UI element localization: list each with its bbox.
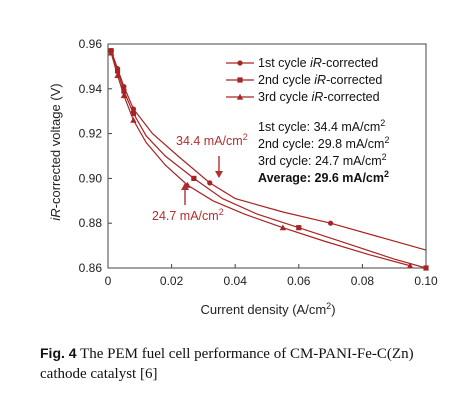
series-group (107, 48, 429, 271)
annotation-label: 24.7 mA/cm2 (152, 207, 224, 223)
series-3 (107, 49, 414, 269)
data-point (107, 49, 115, 56)
summary-note: 1st cycle: 34.4 mA/cm2 (258, 118, 385, 134)
y-tick-label: 0.90 (79, 171, 103, 185)
data-point (114, 72, 121, 78)
y-tick-label: 0.94 (79, 82, 103, 96)
summary-note: Average: 29.6 mA/cm2 (258, 169, 389, 185)
figure-label: Fig. 4 (40, 345, 77, 361)
data-point (191, 175, 197, 181)
legend: 1st cycle iR-corrected 2nd cycle iR-corre… (226, 56, 382, 104)
series-line (110, 50, 427, 251)
data-point (406, 262, 414, 269)
legend-item: 3rd cycle iR-corrected (226, 90, 380, 104)
legend-label: 2nd cycle iR-corrected (258, 73, 382, 87)
chart: 0 0.02 0.04 0.06 0.08 0.10 0.860.880.900.920.… (48, 37, 438, 317)
legend-swatch-marker (237, 60, 243, 66)
data-point (328, 220, 334, 226)
data-point (423, 265, 429, 271)
annotations: 34.4 mA/cm2 24.7 mA/cm2 (152, 132, 248, 223)
x-axis: 0 0.02 0.04 0.06 0.08 0.10 (105, 264, 438, 288)
data-point (279, 224, 287, 231)
legend-label: 1st cycle iR-corrected (258, 56, 378, 70)
data-point (114, 68, 121, 74)
data-point (207, 180, 213, 186)
summary-note: 3rd cycle: 24.7 mA/cm2 (258, 152, 387, 168)
data-point (120, 92, 128, 99)
x-axis-label: Current density (A/cm2) (200, 301, 335, 317)
legend-swatch-marker (237, 77, 243, 83)
annotation: 34.4 mA/cm2 (176, 132, 248, 178)
y-axis: 0.86 0.88 0.90 0.92 0.94 0.96 (79, 37, 112, 275)
x-tick-label: 0 (105, 274, 112, 288)
plot-frame (107, 43, 427, 269)
data-point (130, 110, 137, 117)
y-tick-label: 0.96 (79, 37, 103, 51)
x-tick-label: 0.10 (414, 274, 438, 288)
annotation-arrowhead (181, 183, 189, 190)
data-point (121, 88, 127, 94)
data-point (130, 116, 137, 123)
legend-item: 1st cycle iR-corrected (226, 56, 378, 70)
x-tick-label: 0.06 (287, 274, 311, 288)
y-tick-label: 0.92 (79, 127, 103, 141)
data-point (296, 225, 302, 231)
series-2 (108, 48, 429, 271)
plot-border (107, 43, 427, 269)
annotation-label: 34.4 mA/cm2 (176, 132, 248, 148)
y-tick-label: 0.86 (79, 261, 103, 275)
x-tick-label: 0.04 (224, 274, 248, 288)
summary-note: 2nd cycle: 29.8 mA/cm2 (258, 135, 389, 151)
annotation: 24.7 mA/cm2 (152, 183, 224, 223)
figure-caption: Fig. 4 The PEM fuel cell performance of … (40, 343, 460, 384)
y-tick-label: 0.88 (79, 216, 103, 230)
legend-item: 2nd cycle iR-corrected (226, 73, 382, 87)
legend-label: 3rd cycle iR-corrected (258, 90, 380, 104)
x-tick-label: 0.08 (351, 274, 375, 288)
annotation-arrowhead (215, 171, 223, 178)
y-axis-label: iR-corrected voltage (V) (48, 83, 63, 220)
legend-swatch-marker (236, 93, 244, 100)
figure-caption-text: The PEM fuel cell performance of CM-PANI… (40, 346, 414, 382)
x-tick-label: 0.02 (160, 274, 184, 288)
